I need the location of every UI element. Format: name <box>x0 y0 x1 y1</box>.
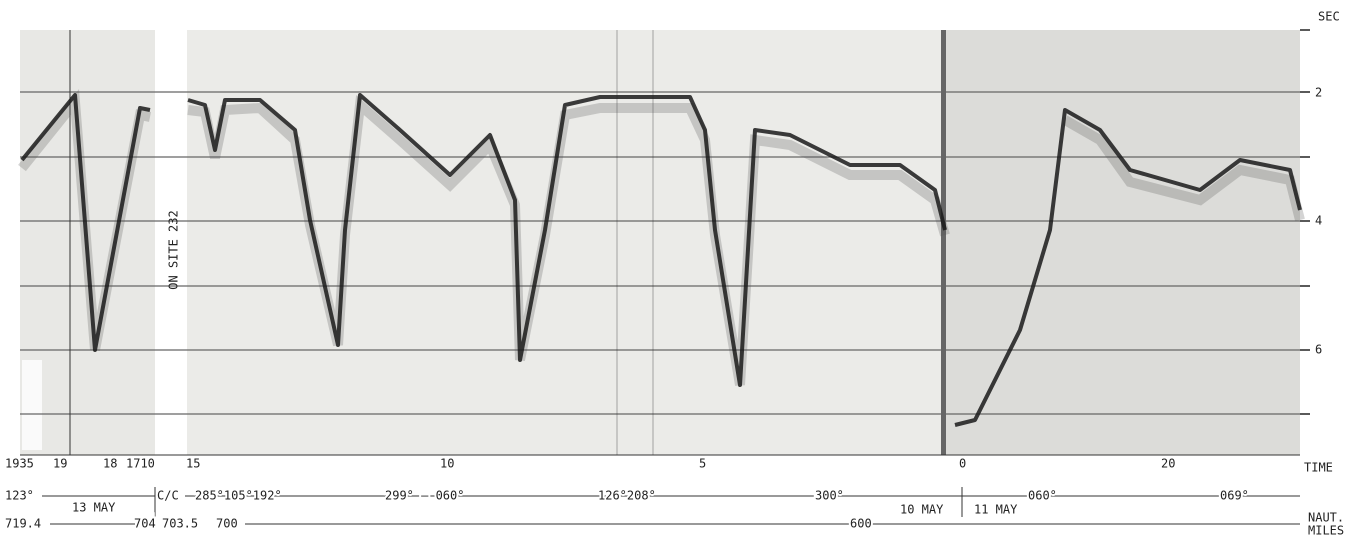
grid <box>20 30 1300 455</box>
time-tick-label: 18 <box>103 457 117 471</box>
panel <box>187 30 945 455</box>
time-tick-label: 19 <box>53 457 67 471</box>
distance-label: MILES <box>1308 524 1344 538</box>
heading-row: 123° C/C 285°105°192° 299° — 060° 126°20… <box>3 487 1300 517</box>
time-tick-label: 1935 <box>5 457 34 471</box>
date: 11 MAY <box>974 503 1018 517</box>
time-tick-label: 15 <box>186 457 200 471</box>
time-label: TIME <box>1304 461 1333 475</box>
heading: 069° <box>1220 489 1249 503</box>
date: 10 MAY <box>900 503 944 517</box>
axis-tick-label: 4 <box>1315 214 1322 228</box>
heading: 300° <box>815 489 844 503</box>
reflector <box>187 93 947 387</box>
distance-tick-label: 700 <box>216 517 238 531</box>
panel <box>945 30 1300 455</box>
heading: C/C <box>157 489 179 503</box>
distance-tick-label: 704 <box>134 517 156 531</box>
axis-unit: SEC <box>1318 10 1340 24</box>
heading: 299° — 060° <box>385 489 464 503</box>
distance-tick-label: 719.4 <box>5 517 41 531</box>
reflector <box>954 108 1302 427</box>
date: 13 MAY <box>72 501 116 515</box>
record-panels <box>20 30 1300 455</box>
sec-axis: SEC 2 4 6 <box>1300 10 1340 415</box>
heading: 126°208° <box>598 489 656 503</box>
reflector-shadow <box>1062 115 1305 222</box>
panel-gap <box>22 360 42 450</box>
distance-row: 719.4 704 703.5 700 600 NAUT. MILES <box>5 511 1344 538</box>
time-tick-label: 1710 <box>126 457 155 471</box>
heading: 060° <box>1028 489 1057 503</box>
distance-tick-label: 600 <box>850 517 872 531</box>
distance-label: NAUT. <box>1308 511 1344 525</box>
time-tick-label: 5 <box>699 457 706 471</box>
axis-tick-label: 2 <box>1315 86 1322 100</box>
time-row: 1935 19 18 1710 15 10 5 0 20 TIME <box>5 454 1333 475</box>
heading: 123° <box>5 489 34 503</box>
time-tick-label: 20 <box>1161 457 1175 471</box>
reflector <box>20 93 151 352</box>
heading: 285°105°192° <box>195 489 282 503</box>
annotation: ON SITE 232 <box>167 210 181 289</box>
time-tick-label: 10 <box>440 457 454 471</box>
distance-tick-label: 703.5 <box>162 517 198 531</box>
time-tick-label: 0 <box>959 457 966 471</box>
axis-tick-label: 6 <box>1315 343 1322 357</box>
reflectors <box>18 89 1305 427</box>
panel-divider <box>941 30 946 455</box>
